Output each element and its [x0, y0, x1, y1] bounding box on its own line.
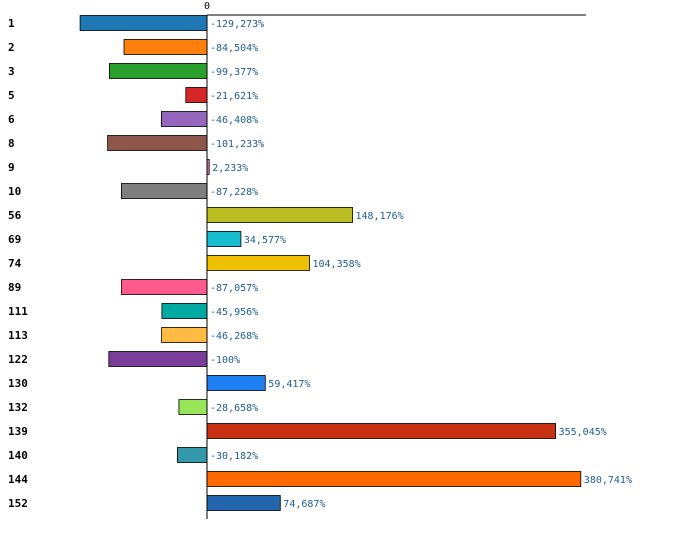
category-label-10: 10	[8, 185, 21, 198]
value-label-6: -46,408%	[210, 115, 258, 126]
category-label-132: 132	[8, 401, 28, 414]
value-label-69: 34,577%	[244, 235, 286, 246]
category-label-152: 152	[8, 497, 28, 510]
bar-152	[206, 495, 281, 511]
value-labels-group: -129,273% -84,504% -99,377% -21,621% -46,408…	[210, 19, 632, 510]
category-label-74: 74	[8, 257, 22, 270]
bar-2	[123, 39, 208, 55]
value-label-5: -21,621%	[210, 91, 258, 102]
bar-69	[206, 231, 242, 247]
category-label-139: 139	[8, 425, 28, 438]
value-label-2: -84,504%	[210, 43, 258, 54]
category-label-3: 3	[8, 65, 15, 78]
bar-6	[160, 111, 208, 127]
bar-56	[206, 207, 353, 223]
value-label-8: -101,233%	[210, 139, 264, 150]
value-label-56: 148,176%	[356, 211, 404, 222]
bar-89	[121, 279, 208, 295]
category-label-8: 8	[8, 137, 15, 150]
bar-111	[161, 303, 208, 319]
bar-122	[108, 351, 208, 367]
category-label-111: 111	[8, 305, 28, 318]
value-label-9: 2,233%	[212, 163, 248, 174]
category-label-144: 144	[8, 473, 28, 486]
category-label-122: 122	[8, 353, 28, 366]
category-label-130: 130	[8, 377, 28, 390]
category-label-56: 56	[8, 209, 22, 222]
value-label-111: -45,956%	[210, 307, 258, 318]
value-label-122: -100%	[210, 355, 240, 366]
value-label-152: 74,687%	[283, 499, 325, 510]
bar-113	[161, 327, 208, 343]
value-label-3: -99,377%	[210, 67, 258, 78]
value-label-89: -87,057%	[210, 283, 258, 294]
value-label-1: -129,273%	[210, 19, 264, 30]
category-label-113: 113	[8, 329, 28, 342]
bar-10	[121, 183, 208, 199]
value-label-113: -46,268%	[210, 331, 258, 342]
bar-5	[185, 87, 208, 103]
bar-139	[206, 423, 557, 439]
category-label-69: 69	[8, 233, 21, 246]
category-label-5: 5	[8, 89, 15, 102]
category-label-6: 6	[8, 113, 15, 126]
bar-8	[107, 135, 208, 151]
category-label-2: 2	[8, 41, 15, 54]
bar-1	[79, 15, 208, 31]
bar-140	[176, 447, 208, 463]
bar-132	[178, 399, 208, 415]
category-label-1: 1	[8, 17, 15, 30]
value-label-10: -87,228%	[210, 187, 258, 198]
category-labels-group: 1235689105669748911111312213013213914014…	[8, 17, 28, 510]
value-label-130: 59,417%	[268, 379, 310, 390]
zero-tick-label: 0	[204, 1, 210, 12]
category-label-9: 9	[8, 161, 15, 174]
bars-group	[79, 15, 582, 511]
bar-130	[206, 375, 266, 391]
value-label-144: 380,741%	[584, 475, 632, 486]
bar-3	[109, 63, 208, 79]
value-label-140: -30,182%	[210, 451, 258, 462]
bar-144	[206, 471, 582, 487]
category-label-140: 140	[8, 449, 28, 462]
value-label-139: 355,045%	[559, 427, 607, 438]
value-label-132: -28,658%	[210, 403, 258, 414]
bar-74	[206, 255, 310, 271]
category-label-89: 89	[8, 281, 21, 294]
value-label-74: 104,358%	[313, 259, 361, 270]
